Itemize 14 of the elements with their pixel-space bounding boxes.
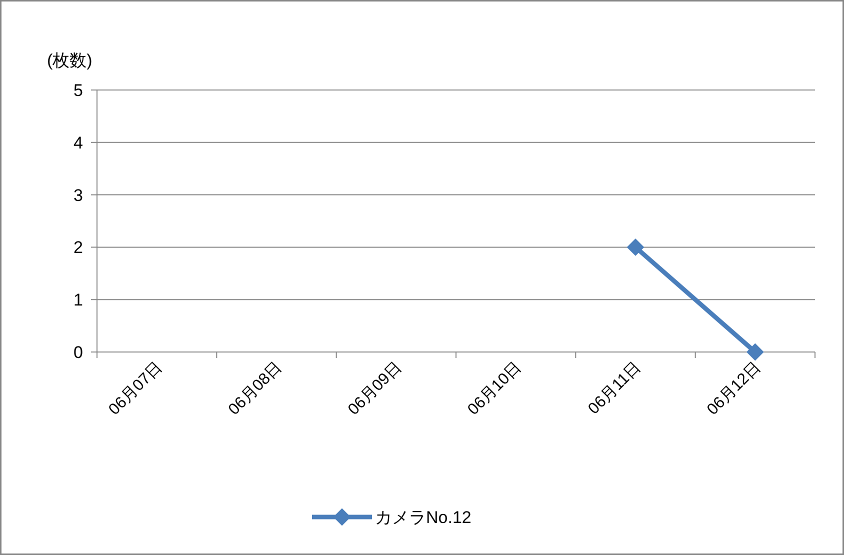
y-tick-label: 5 — [74, 81, 83, 100]
x-tick-label: 06月11日 — [585, 358, 644, 418]
y-tick-label: 2 — [74, 238, 83, 258]
x-tick-label: 06月08日 — [226, 358, 286, 419]
y-axis-title: (枚数) — [47, 51, 92, 70]
x-tick-label: 06月07日 — [106, 358, 166, 419]
x-tick-label: 06月12日 — [704, 358, 764, 419]
x-tick-label: 06月10日 — [464, 358, 525, 419]
y-tick-label: 3 — [74, 186, 83, 205]
y-tick-label: 0 — [74, 343, 83, 362]
legend-label: カメラNo.12 — [375, 508, 472, 527]
x-tick-label: 06月09日 — [345, 358, 405, 419]
y-tick-label: 4 — [74, 133, 83, 152]
y-tick-label: 1 — [74, 290, 83, 310]
